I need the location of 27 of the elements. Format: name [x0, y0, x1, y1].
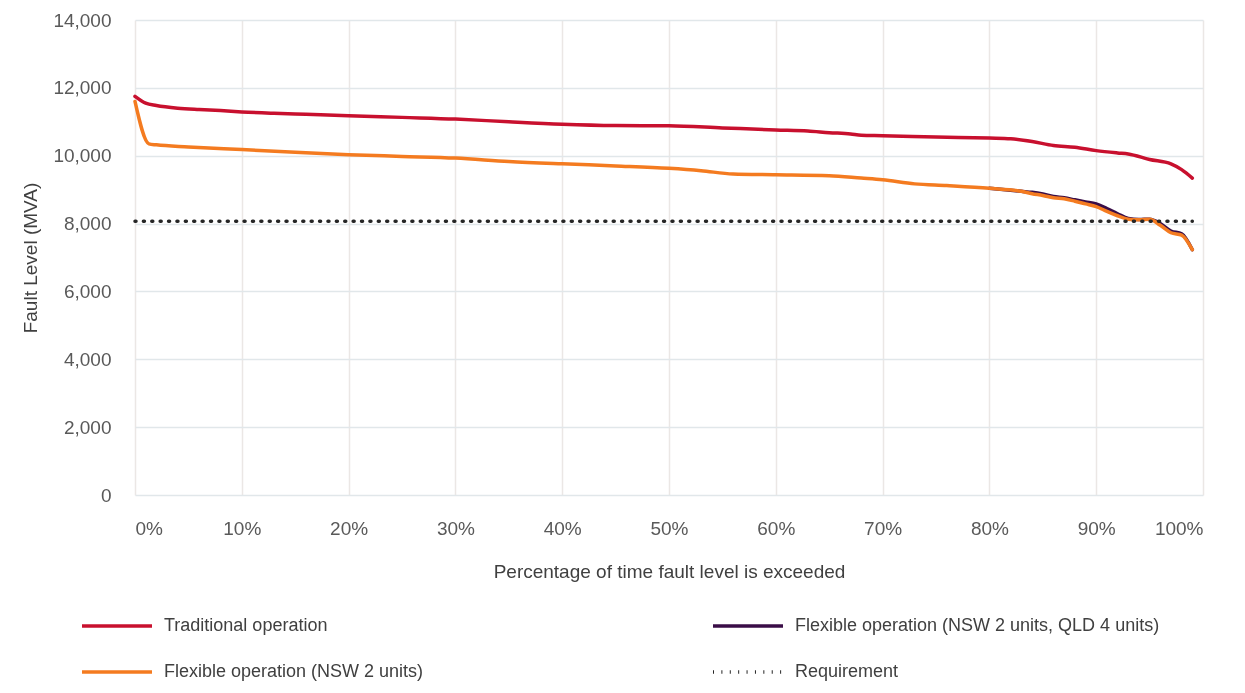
x-tick-label: 0% — [135, 517, 164, 539]
y-tick-label: 2,000 — [63, 416, 112, 438]
y-tick-label: 8,000 — [63, 213, 112, 235]
y-tick-label: 6,000 — [63, 280, 112, 302]
y-tick-label: 12,000 — [53, 77, 112, 99]
y-tick-label: 0 — [100, 484, 112, 506]
y-tick-label: 4,000 — [63, 348, 112, 370]
x-tick-label: 80% — [970, 517, 1010, 539]
legend-label: Requirement — [795, 661, 899, 681]
line-series — [133, 94, 1195, 180]
x-tick-label: 30% — [436, 517, 476, 539]
x-tick-label: 40% — [543, 517, 582, 539]
x-axis-title: Percentage of time fault level is exceeded — [493, 560, 846, 582]
y-tick-label: 14,000 — [53, 9, 112, 31]
x-tick-label: 90% — [1077, 517, 1116, 539]
x-tick-label: 100% — [1154, 517, 1204, 539]
y-axis-title: Fault Level (MVA) — [20, 182, 42, 334]
x-tick-label: 20% — [330, 517, 369, 539]
y-tick-label: 10,000 — [53, 145, 112, 167]
legend-label: Flexible operation (NSW 2 units, QLD 4 units) — [795, 615, 1160, 635]
legend-label: Traditional operation — [164, 615, 328, 635]
x-tick-label: 10% — [223, 517, 262, 539]
x-tick-label: 60% — [757, 517, 796, 539]
line-series — [133, 99, 1195, 252]
x-tick-label: 70% — [864, 517, 903, 539]
x-tick-label: 50% — [650, 517, 689, 539]
legend-label: Flexible operation (NSW 2 units) — [164, 661, 424, 681]
